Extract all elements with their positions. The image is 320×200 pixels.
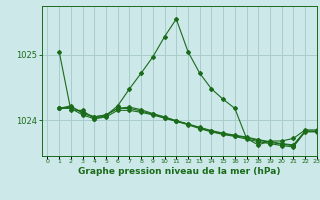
X-axis label: Graphe pression niveau de la mer (hPa): Graphe pression niveau de la mer (hPa) [78,167,280,176]
